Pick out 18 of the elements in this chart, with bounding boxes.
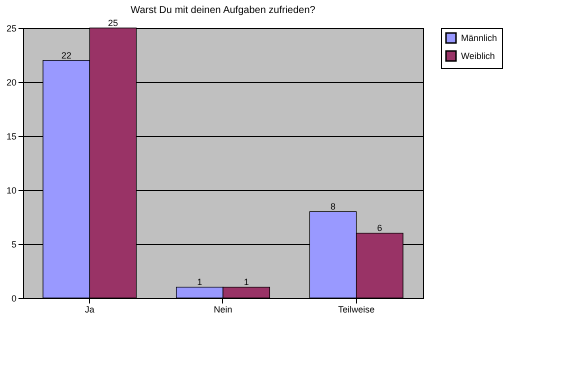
data-label: 22 [61,50,72,60]
data-label: 25 [108,18,118,28]
x-tick-label: Ja [84,304,94,314]
data-label: 1 [244,277,249,288]
legend-label: Männlich [461,33,498,43]
legend-label: Weiblich [461,51,495,61]
y-tick-label: 5 [11,240,16,250]
y-tick-label: 10 [6,186,16,196]
y-tick-label: 0 [11,294,16,304]
data-label: 8 [330,202,336,212]
y-tick-label: 15 [6,132,16,142]
y-tick-label: 25 [6,24,16,34]
data-label: 1 [197,277,202,288]
x-tick-label: Nein [214,304,232,314]
data-label: 6 [377,223,382,234]
y-tick-label: 20 [6,78,16,88]
chart-title: Warst Du mit deinen Aufgaben zufrieden? [130,5,316,16]
x-tick-label: Teilweise [338,304,375,314]
